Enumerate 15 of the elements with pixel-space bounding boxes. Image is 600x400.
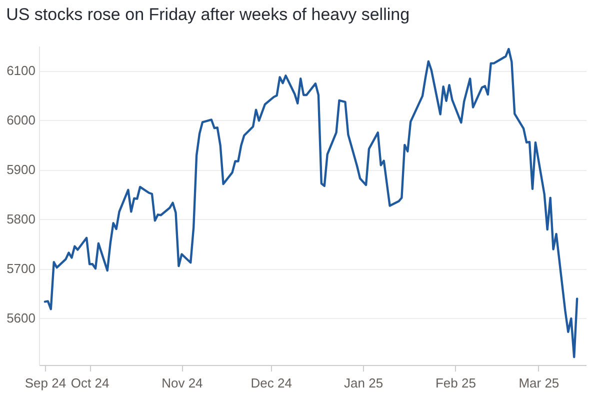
line-series [44,48,578,358]
x-tick-label: Mar 25 [518,376,560,390]
x-tick-label: Sep 24 [24,376,66,390]
chart-title: US stocks rose on Friday after weeks of heavy selling [6,5,410,24]
x-tick-label: Feb 25 [435,376,476,390]
x-tick-label: Nov 24 [162,376,203,390]
y-tick-label: 6000 [6,112,36,128]
y-tick-label: 5900 [6,162,36,178]
x-tick-label: Jan 25 [344,376,384,390]
x-tick-label: Dec 24 [250,376,292,390]
y-tick-label: 6100 [6,63,36,78]
x-tick-label: Oct 24 [70,376,110,390]
y-tick-label: 5800 [6,212,36,227]
y-tick-label: 5600 [6,310,36,326]
y-tick-label: 5700 [6,261,36,276]
